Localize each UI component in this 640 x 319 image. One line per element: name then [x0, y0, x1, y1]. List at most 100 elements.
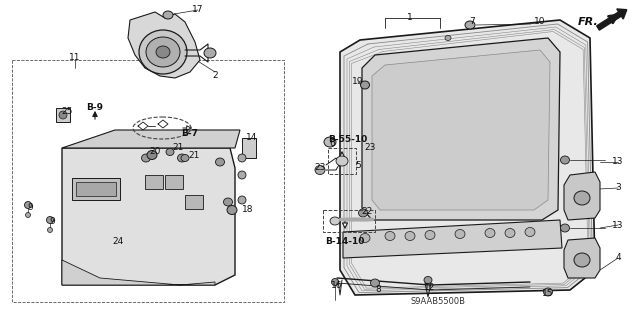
Ellipse shape: [360, 234, 370, 242]
Text: 24: 24: [113, 238, 124, 247]
Text: 12: 12: [424, 283, 436, 292]
Text: 16: 16: [332, 280, 343, 290]
Text: 13: 13: [612, 158, 624, 167]
Ellipse shape: [163, 11, 173, 19]
Polygon shape: [62, 130, 240, 148]
Ellipse shape: [525, 227, 535, 236]
Bar: [185, 195, 203, 209]
Ellipse shape: [371, 279, 380, 287]
Polygon shape: [564, 172, 600, 220]
Ellipse shape: [315, 166, 325, 174]
Ellipse shape: [223, 198, 232, 206]
Polygon shape: [564, 238, 600, 278]
Ellipse shape: [324, 137, 336, 147]
Ellipse shape: [543, 288, 552, 296]
Ellipse shape: [216, 158, 225, 166]
Ellipse shape: [238, 154, 246, 162]
Bar: [328, 148, 356, 174]
Ellipse shape: [147, 151, 157, 160]
Text: 5: 5: [355, 160, 361, 169]
Ellipse shape: [181, 154, 189, 161]
Text: B-9: B-9: [86, 103, 104, 113]
Text: 19: 19: [352, 78, 364, 86]
Text: B-7: B-7: [182, 129, 198, 137]
Bar: [165, 175, 183, 189]
Ellipse shape: [177, 154, 186, 162]
Text: 8: 8: [375, 286, 381, 294]
Polygon shape: [343, 220, 562, 258]
Ellipse shape: [424, 277, 432, 284]
Ellipse shape: [141, 154, 150, 162]
Bar: [12, 60, 284, 302]
Ellipse shape: [47, 227, 52, 233]
Ellipse shape: [59, 111, 67, 119]
Polygon shape: [128, 12, 200, 78]
Ellipse shape: [360, 81, 369, 89]
Ellipse shape: [227, 205, 237, 214]
Bar: [242, 138, 256, 158]
Text: 4: 4: [615, 254, 621, 263]
Polygon shape: [62, 260, 215, 285]
Text: 13: 13: [612, 220, 624, 229]
Ellipse shape: [332, 278, 339, 286]
Polygon shape: [62, 148, 235, 285]
Text: FR.: FR.: [578, 17, 599, 27]
Ellipse shape: [204, 48, 216, 58]
Text: 7: 7: [469, 18, 475, 26]
Ellipse shape: [445, 35, 451, 41]
Bar: [56, 108, 70, 122]
Ellipse shape: [505, 228, 515, 238]
Ellipse shape: [238, 196, 246, 204]
Text: 1: 1: [407, 13, 413, 23]
Text: 14: 14: [246, 133, 258, 143]
Polygon shape: [340, 20, 595, 295]
Ellipse shape: [238, 171, 246, 179]
Text: 23: 23: [364, 144, 376, 152]
Text: B-14-10: B-14-10: [325, 238, 365, 247]
Ellipse shape: [26, 212, 31, 218]
Text: 3: 3: [615, 183, 621, 192]
Ellipse shape: [385, 232, 395, 241]
Bar: [145, 175, 163, 189]
FancyArrow shape: [596, 9, 627, 30]
Text: 11: 11: [69, 54, 81, 63]
Polygon shape: [362, 38, 560, 220]
Text: 21: 21: [188, 152, 200, 160]
Text: S9AAB5500B: S9AAB5500B: [410, 298, 465, 307]
Ellipse shape: [574, 253, 590, 267]
Ellipse shape: [405, 232, 415, 241]
Text: 23: 23: [314, 164, 326, 173]
Text: 21: 21: [172, 144, 184, 152]
Ellipse shape: [166, 149, 174, 155]
Ellipse shape: [330, 217, 340, 225]
Polygon shape: [76, 182, 116, 196]
Polygon shape: [72, 178, 120, 200]
Polygon shape: [372, 50, 550, 210]
Ellipse shape: [139, 30, 187, 74]
Text: 25: 25: [61, 108, 73, 116]
Ellipse shape: [485, 228, 495, 238]
Ellipse shape: [336, 156, 348, 166]
Ellipse shape: [455, 229, 465, 239]
Ellipse shape: [465, 21, 475, 29]
Ellipse shape: [47, 217, 54, 224]
Ellipse shape: [146, 37, 180, 67]
Ellipse shape: [425, 231, 435, 240]
Ellipse shape: [574, 191, 590, 205]
Text: 18: 18: [243, 205, 253, 214]
Ellipse shape: [24, 202, 31, 209]
Text: 10: 10: [534, 18, 546, 26]
Text: 22: 22: [362, 207, 372, 217]
Bar: [323, 210, 375, 232]
Text: 9: 9: [27, 204, 33, 212]
Ellipse shape: [156, 46, 170, 58]
Text: 9: 9: [49, 218, 55, 226]
Text: 15: 15: [542, 290, 554, 299]
Text: 20: 20: [149, 147, 161, 157]
Ellipse shape: [561, 156, 570, 164]
Text: 6: 6: [329, 138, 335, 147]
Ellipse shape: [358, 209, 367, 217]
Text: 17: 17: [192, 5, 204, 14]
Ellipse shape: [561, 224, 570, 232]
Text: 2: 2: [212, 70, 218, 79]
